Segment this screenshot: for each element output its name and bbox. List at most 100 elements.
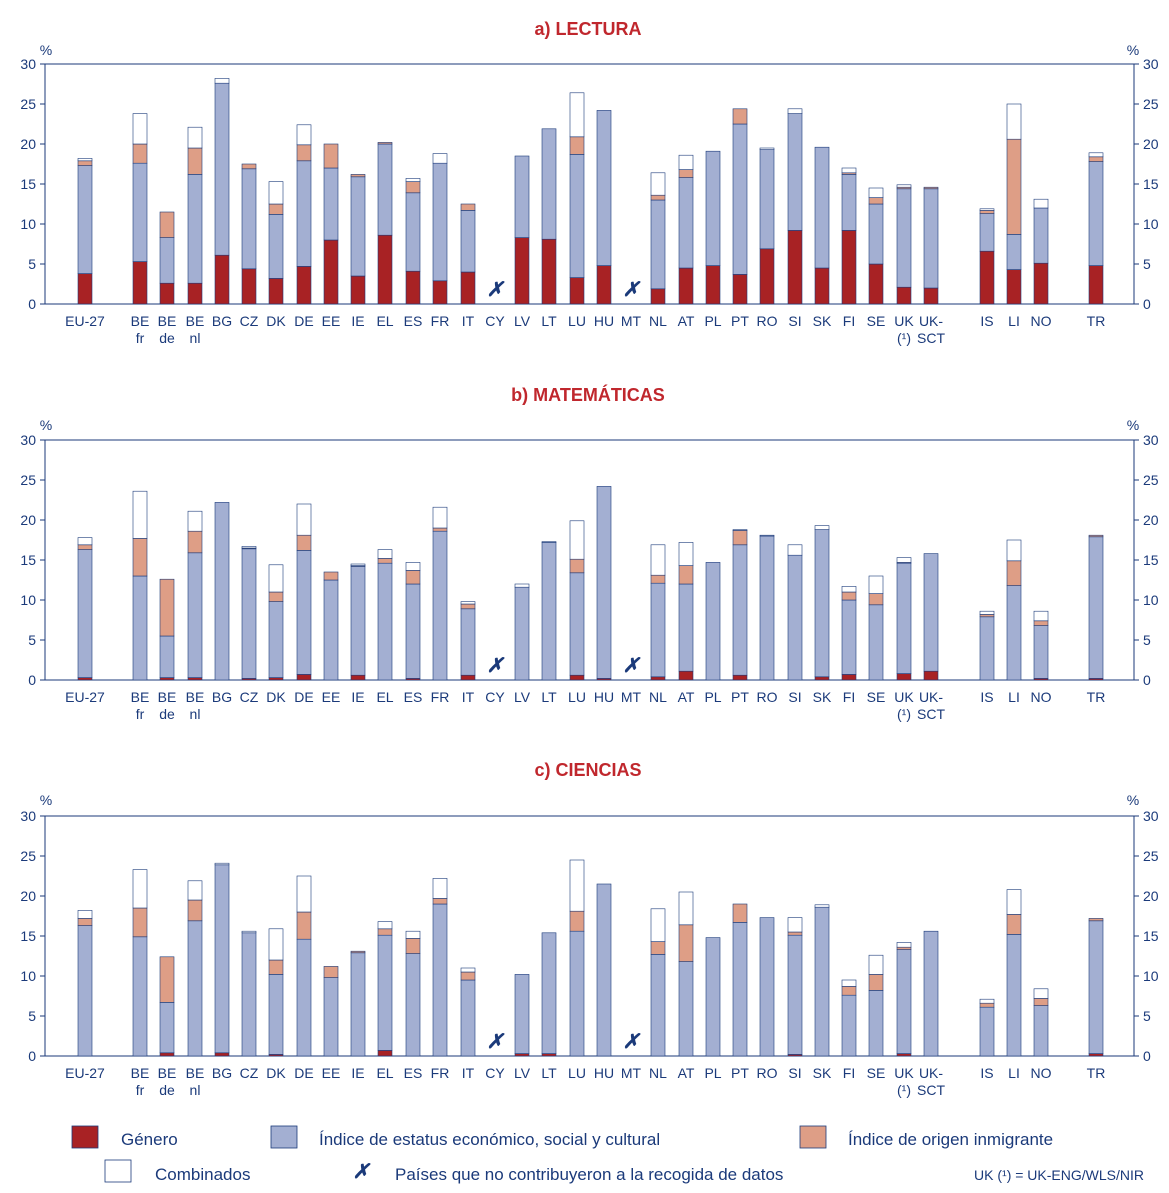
bar-combinados — [296, 875, 312, 913]
x-tick-label: EE — [322, 313, 341, 329]
y-unit-right-ciencias: % — [1127, 792, 1139, 808]
bar-indice — [1088, 920, 1104, 1054]
bar-genero — [159, 677, 175, 681]
x-tick-label: LT — [541, 313, 557, 329]
missing-data-marker: ✗ — [623, 655, 641, 677]
bar-combinados — [814, 904, 830, 908]
bar-combinados — [77, 158, 93, 162]
bar-indice — [732, 544, 748, 676]
bar-combinados — [1006, 539, 1022, 562]
missing-data-marker: ✗ — [487, 655, 505, 677]
x-tick-label: TR — [1087, 689, 1106, 705]
panel-ciencias: c) CIENCIAS % % 0 0 5 5 10 10 15 15 20 20 25 25 30 30… — [20, 760, 1158, 1098]
x-tick-label: PT — [731, 689, 749, 705]
bar-inmigrante — [132, 907, 148, 938]
bar-genero — [214, 1052, 230, 1057]
bar-genero — [841, 674, 857, 681]
bar-inmigrante — [268, 203, 284, 215]
x-tick-label: FI — [843, 689, 855, 705]
y-tick-label-left: 10 — [20, 968, 36, 984]
x-tick-label: MT — [621, 313, 642, 329]
y-tick-label-left: 15 — [20, 552, 36, 568]
y-tick-label-right: 5 — [1143, 632, 1151, 648]
x-tick-label: CY — [485, 689, 505, 705]
panel-lectura: a) LECTURA % % 0 0 5 5 10 10 15 15 20 20 25 25 30 30 E… — [20, 19, 1158, 346]
bar-combinados — [296, 503, 312, 536]
x-tick-label: SE — [867, 689, 886, 705]
bar-inmigrante — [841, 591, 857, 601]
x-tick-label: fr — [136, 706, 145, 722]
x-tick-label: NL — [649, 689, 667, 705]
bar-indice — [432, 162, 448, 282]
bar-indice — [159, 237, 175, 284]
bar-genero — [678, 267, 694, 305]
bar-inmigrante — [1088, 534, 1104, 538]
bar-indice — [432, 530, 448, 681]
bar-inmigrante — [979, 1002, 995, 1008]
x-tick-label: RO — [757, 1065, 778, 1081]
bar-indice — [979, 1006, 995, 1057]
bar-combinados — [1033, 610, 1049, 622]
bar-combinados — [787, 544, 803, 556]
bar-combinados — [241, 930, 257, 934]
x-tick-label: EL — [376, 689, 393, 705]
x-tick-label: (¹) — [897, 1082, 911, 1098]
bar-inmigrante — [296, 534, 312, 551]
panel-title-ciencias: c) CIENCIAS — [534, 760, 641, 780]
x-tick-label: SE — [867, 313, 886, 329]
y-tick-label-right: 10 — [1143, 592, 1159, 608]
bar-genero — [541, 1053, 557, 1057]
x-tick-label: IS — [980, 689, 993, 705]
bar-indice — [323, 977, 339, 1057]
bar-indice — [787, 554, 803, 681]
bar-genero — [77, 273, 93, 305]
x-tick-label: EU-27 — [65, 313, 105, 329]
bar-combinados — [187, 880, 203, 901]
bar-inmigrante — [650, 941, 666, 955]
bar-indice — [1006, 234, 1022, 270]
bar-indice — [77, 925, 93, 1057]
x-tick-label: SCT — [917, 1082, 945, 1098]
bar-indice — [678, 177, 694, 269]
missing-data-marker: ✗ — [623, 279, 641, 301]
y-tick-label-right: 15 — [1143, 176, 1159, 192]
bar-indice — [1033, 1005, 1049, 1057]
bar-inmigrante — [732, 903, 748, 923]
y-unit-right-lectura: % — [1127, 42, 1139, 58]
x-tick-label: BE — [186, 1065, 205, 1081]
x-tick-label: DK — [266, 313, 286, 329]
plot-frame — [44, 63, 1135, 305]
bar-indice — [77, 549, 93, 678]
missing-data-marker: ✗ — [487, 1031, 505, 1053]
x-tick-label: SK — [813, 1065, 832, 1081]
x-tick-label: FI — [843, 1065, 855, 1081]
bar-inmigrante — [377, 142, 393, 145]
bar-indice — [241, 548, 257, 679]
bar-indice — [460, 608, 476, 676]
x-tick-label: (¹) — [897, 706, 911, 722]
bar-indice — [1088, 161, 1104, 266]
bar-combinados — [296, 124, 312, 146]
bar-indice — [787, 113, 803, 231]
bar-indice — [569, 572, 585, 676]
bar-combinados — [896, 557, 912, 563]
bar-indice — [705, 562, 721, 681]
bar-indice — [1006, 934, 1022, 1057]
bar-genero — [241, 268, 257, 305]
bar-indice — [896, 188, 912, 288]
y-tick-label-left: 0 — [28, 296, 36, 312]
bar-indice — [350, 176, 366, 277]
x-tick-label: DE — [294, 1065, 313, 1081]
y-tick-label-right: 15 — [1143, 928, 1159, 944]
bar-inmigrante — [377, 558, 393, 564]
bar-combinados — [759, 534, 775, 537]
bar-indice — [787, 934, 803, 1055]
bar-genero — [1006, 269, 1022, 305]
bar-indice — [1033, 207, 1049, 264]
bar-genero — [159, 1052, 175, 1057]
x-tick-label: IT — [462, 1065, 475, 1081]
x-tick-label: EU-27 — [65, 1065, 105, 1081]
bar-indice — [868, 604, 884, 681]
x-tick-label: AT — [678, 689, 695, 705]
